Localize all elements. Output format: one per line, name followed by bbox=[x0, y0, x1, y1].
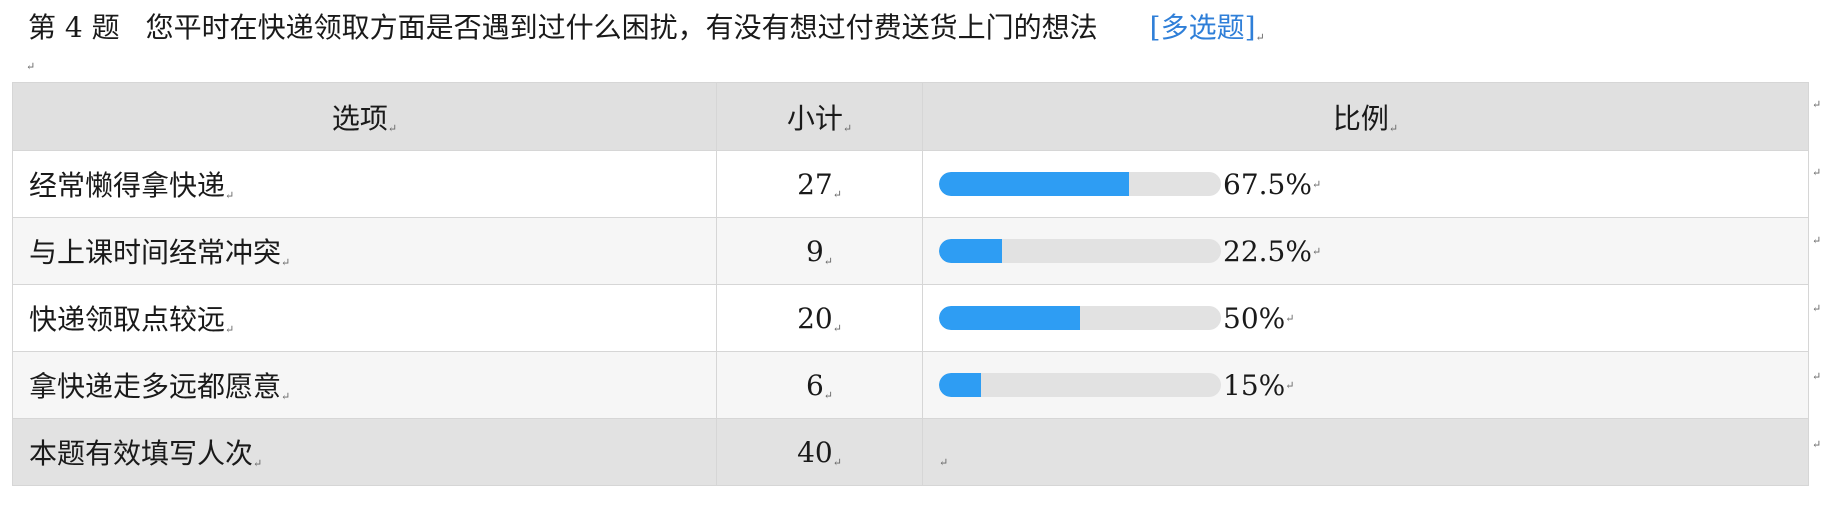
table-header-row: 选项↵ 小计↵ 比例↵ bbox=[12, 82, 1809, 151]
count-cell: 6↵ bbox=[716, 351, 923, 419]
question-title: 第 4 题您平时在快递领取方面是否遇到过什么困扰，有没有想过付费送货上门的想法 [… bbox=[28, 8, 1265, 48]
row-end-mark: ↵ bbox=[1812, 234, 1822, 247]
ratio-cell: 50% ↵ bbox=[922, 284, 1809, 352]
question-text: 您平时在快递领取方面是否遇到过什么困扰，有没有想过付费送货上门的想法 bbox=[145, 11, 1098, 44]
header-option: 选项↵ bbox=[12, 82, 717, 151]
progress-fill bbox=[939, 239, 1003, 263]
question-type-tag: [多选题] bbox=[1149, 11, 1256, 44]
paragraph-mark: ↵ bbox=[1255, 31, 1265, 44]
table-row: 与上课时间经常冲突↵ 9↵ 22.5% ↵ bbox=[12, 217, 1809, 285]
row-end-mark: ↵ bbox=[1812, 302, 1822, 315]
option-cell: 与上课时间经常冲突↵ bbox=[12, 217, 717, 285]
ratio-cell: 67.5% ↵ bbox=[922, 150, 1809, 218]
total-ratio-cell: ↵ bbox=[922, 418, 1809, 486]
progress-fill bbox=[939, 306, 1080, 330]
progress-bar bbox=[939, 172, 1221, 196]
paragraph-mark: ↵ bbox=[26, 60, 36, 73]
table-row: 快递领取点较远↵ 20↵ 50% ↵ bbox=[12, 284, 1809, 352]
progress-bar bbox=[939, 239, 1221, 263]
option-cell: 经常懒得拿快递↵ bbox=[12, 150, 717, 218]
percent-label: 67.5% bbox=[1223, 167, 1312, 201]
total-label: 本题有效填写人次↵ bbox=[12, 418, 717, 486]
percent-label: 22.5% bbox=[1223, 234, 1312, 268]
row-end-mark: ↵ bbox=[1812, 98, 1822, 111]
count-cell: 20↵ bbox=[716, 284, 923, 352]
progress-bar bbox=[939, 306, 1221, 330]
table-row: 经常懒得拿快递↵ 27↵ 67.5% ↵ bbox=[12, 150, 1809, 218]
progress-bar bbox=[939, 373, 1221, 397]
row-end-mark: ↵ bbox=[1812, 370, 1822, 383]
results-table: 选项↵ 小计↵ 比例↵ 经常懒得拿快递↵ 27↵ 67.5% ↵ 与上课时间经常冲… bbox=[12, 82, 1809, 486]
percent-label: 50% bbox=[1223, 301, 1286, 335]
total-row: 本题有效填写人次↵ 40↵ ↵ bbox=[12, 418, 1809, 486]
count-cell: 9↵ bbox=[716, 217, 923, 285]
total-count: 40↵ bbox=[716, 418, 923, 486]
question-number: 第 4 题 bbox=[28, 11, 120, 44]
ratio-cell: 22.5% ↵ bbox=[922, 217, 1809, 285]
row-end-mark: ↵ bbox=[1812, 166, 1822, 179]
percent-label: 15% bbox=[1223, 368, 1286, 402]
header-count: 小计↵ bbox=[716, 82, 923, 151]
ratio-cell: 15% ↵ bbox=[922, 351, 1809, 419]
count-cell: 27↵ bbox=[716, 150, 923, 218]
table-row: 拿快递走多远都愿意↵ 6↵ 15% ↵ bbox=[12, 351, 1809, 419]
progress-fill bbox=[939, 172, 1130, 196]
row-end-mark: ↵ bbox=[1812, 438, 1822, 451]
option-cell: 快递领取点较远↵ bbox=[12, 284, 717, 352]
option-cell: 拿快递走多远都愿意↵ bbox=[12, 351, 717, 419]
header-ratio: 比例↵ bbox=[922, 82, 1809, 151]
progress-fill bbox=[939, 373, 982, 397]
